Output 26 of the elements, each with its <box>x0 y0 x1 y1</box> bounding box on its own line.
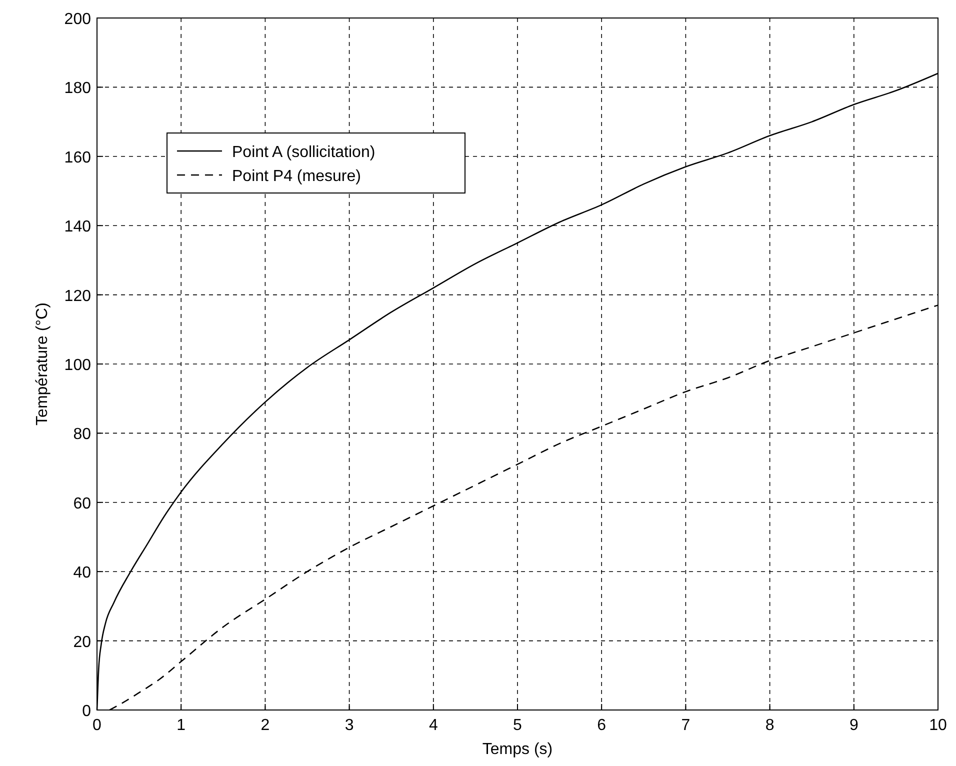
y-tick-label: 160 <box>64 149 92 166</box>
y-tick-label: 0 <box>82 703 92 720</box>
y-tick-label: 100 <box>64 357 92 374</box>
legend-label: Point A (sollicitation) <box>232 144 376 161</box>
x-tick-label: 2 <box>260 717 270 734</box>
y-tick-label: 200 <box>64 11 92 28</box>
y-tick-label: 40 <box>73 564 92 582</box>
x-tick-label: 0 <box>92 717 102 734</box>
x-tick-label: 10 <box>929 717 947 734</box>
x-tick-label: 6 <box>597 717 606 734</box>
legend-label: Point P4 (mesure) <box>232 168 361 185</box>
x-tick-label: 7 <box>681 717 690 734</box>
x-tick-label: 4 <box>428 717 438 734</box>
x-tick-label: 8 <box>765 717 774 734</box>
x-tick-label: 5 <box>513 717 522 734</box>
y-tick-label: 140 <box>64 218 92 236</box>
x-tick-label: 9 <box>849 717 858 734</box>
y-tick-label: 180 <box>64 80 92 98</box>
y-axis-title: Température (°C) <box>34 302 51 426</box>
y-tick-label: 120 <box>64 288 92 305</box>
x-axis-title: Temps (s) <box>482 741 553 758</box>
x-tick-label: 1 <box>176 717 186 734</box>
y-tick-label: 60 <box>73 495 92 512</box>
y-tick-label: 80 <box>73 426 92 444</box>
y-tick-label: 20 <box>73 634 92 651</box>
x-tick-label: 3 <box>344 717 354 734</box>
